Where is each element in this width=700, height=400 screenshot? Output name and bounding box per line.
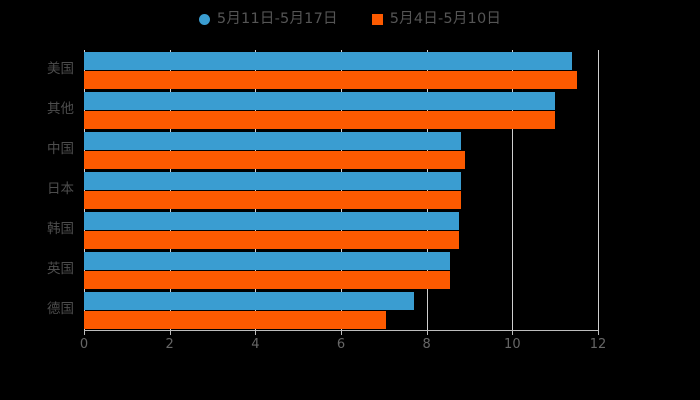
x-tick-label: 0 (79, 337, 89, 352)
bar[interactable] (84, 92, 556, 110)
bar[interactable] (84, 111, 556, 129)
x-tick-mark (84, 330, 85, 335)
gridline-x-12 (598, 50, 599, 330)
y-axis-category-label: 德国 (47, 301, 74, 317)
legend-item-series-1[interactable]: 5月4日-5月10日 (371, 10, 502, 27)
x-tick-mark (598, 330, 599, 335)
bar[interactable] (84, 172, 461, 190)
bar[interactable] (84, 292, 414, 310)
x-tick-label: 8 (422, 337, 431, 352)
x-tick-mark (169, 330, 171, 335)
bar[interactable] (84, 52, 573, 70)
bar[interactable] (84, 252, 451, 270)
bar-group (84, 172, 598, 209)
bar-group (84, 92, 598, 129)
chart-legend: 5月11日-5月17日 5月4日-5月10日 (0, 6, 700, 32)
gridline-x-6 (341, 50, 342, 330)
gridline-x-0 (84, 50, 85, 330)
x-tick-label: 6 (336, 337, 346, 352)
bar[interactable] (84, 311, 386, 329)
bar[interactable] (84, 151, 466, 169)
bar-group (84, 132, 598, 169)
bar[interactable] (84, 212, 459, 230)
y-axis-category-label: 日本 (47, 181, 74, 197)
bar[interactable] (84, 71, 577, 89)
plot-area (84, 50, 599, 330)
bar[interactable] (84, 191, 461, 209)
x-tick-label: 4 (251, 337, 260, 352)
bar[interactable] (84, 231, 459, 249)
y-axis-category-label: 美国 (47, 61, 74, 77)
gridline-x-10 (512, 50, 514, 330)
gridline-x-8 (426, 50, 428, 330)
x-tick-label: 12 (589, 337, 607, 352)
x-tick-mark (426, 330, 428, 335)
bar-group (84, 52, 598, 89)
legend-marker-square-icon (371, 13, 383, 25)
legend-label-series-1: 5月4日-5月10日 (389, 10, 502, 27)
x-tick-mark (255, 330, 257, 335)
bar-group (84, 292, 598, 329)
x-tick-mark (341, 330, 342, 335)
legend-item-series-0[interactable]: 5月11日-5月17日 (198, 10, 338, 27)
gridline-x-2 (169, 50, 171, 330)
legend-label-series-0: 5月11日-5月17日 (216, 10, 338, 27)
y-axis-category-label: 中国 (47, 141, 74, 157)
gridline-x-4 (255, 50, 257, 330)
x-tick-label: 2 (165, 337, 174, 352)
bar[interactable] (84, 132, 461, 150)
y-axis-category-label: 韩国 (47, 221, 74, 237)
bar-group (84, 212, 598, 249)
x-tick-label: 10 (504, 337, 521, 352)
bar-group (84, 252, 598, 289)
bar[interactable] (84, 271, 451, 289)
legend-marker-circle-icon (198, 13, 210, 25)
x-tick-mark (512, 330, 514, 335)
y-axis-category-label: 英国 (47, 261, 74, 277)
y-axis-category-label: 其他 (47, 101, 74, 117)
